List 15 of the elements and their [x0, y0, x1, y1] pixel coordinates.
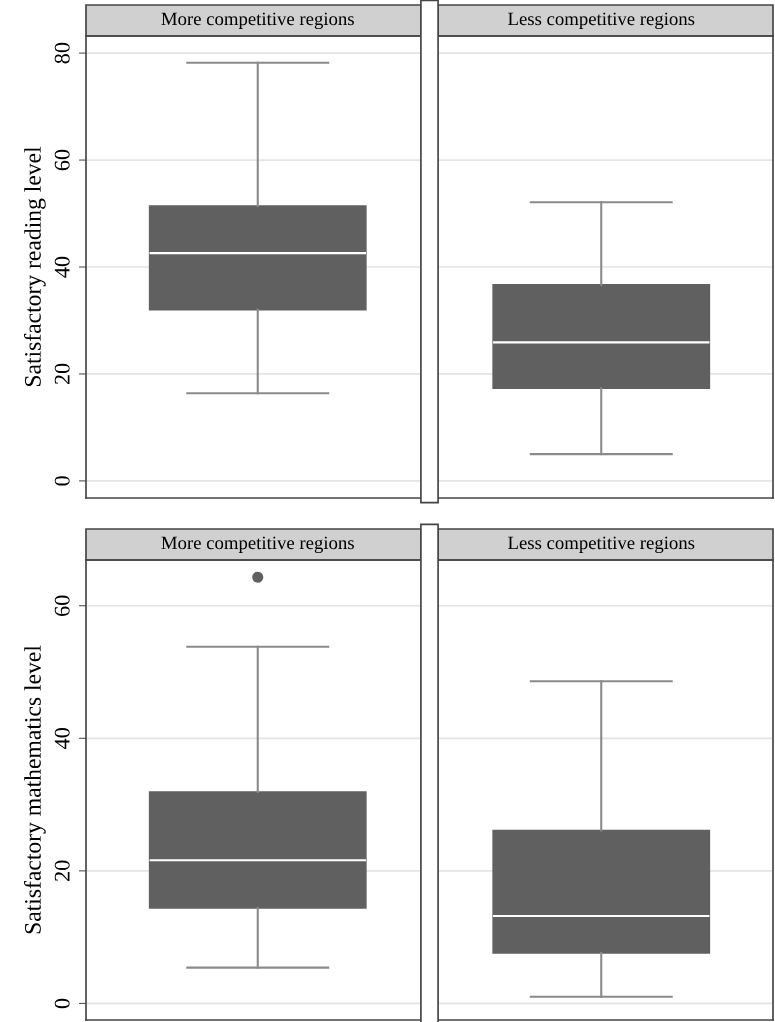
x-tick-label: More competitive regions	[161, 12, 354, 30]
y-tick-label: 60	[54, 595, 70, 616]
y-tick-label: 20	[54, 363, 70, 385]
y-tick-label: 20	[54, 860, 70, 881]
y-axis-title: Satisfactory reading level	[23, 146, 46, 387]
y-tick-label: 40	[54, 728, 70, 749]
x-tick-label: Less competitive regions	[508, 12, 695, 30]
y-tick-label: 60	[54, 149, 70, 171]
y-tick-label: 0	[54, 476, 70, 486]
y-axis-title: Satisfactory mathematics level	[23, 645, 46, 934]
y-tick-label: 0	[54, 998, 70, 1009]
x-tick-label: More competitive regions	[161, 536, 354, 554]
x-tick-label: Less competitive regions	[508, 536, 695, 554]
y-tick-label: 40	[54, 256, 70, 278]
y-tick-label: 80	[54, 42, 70, 64]
